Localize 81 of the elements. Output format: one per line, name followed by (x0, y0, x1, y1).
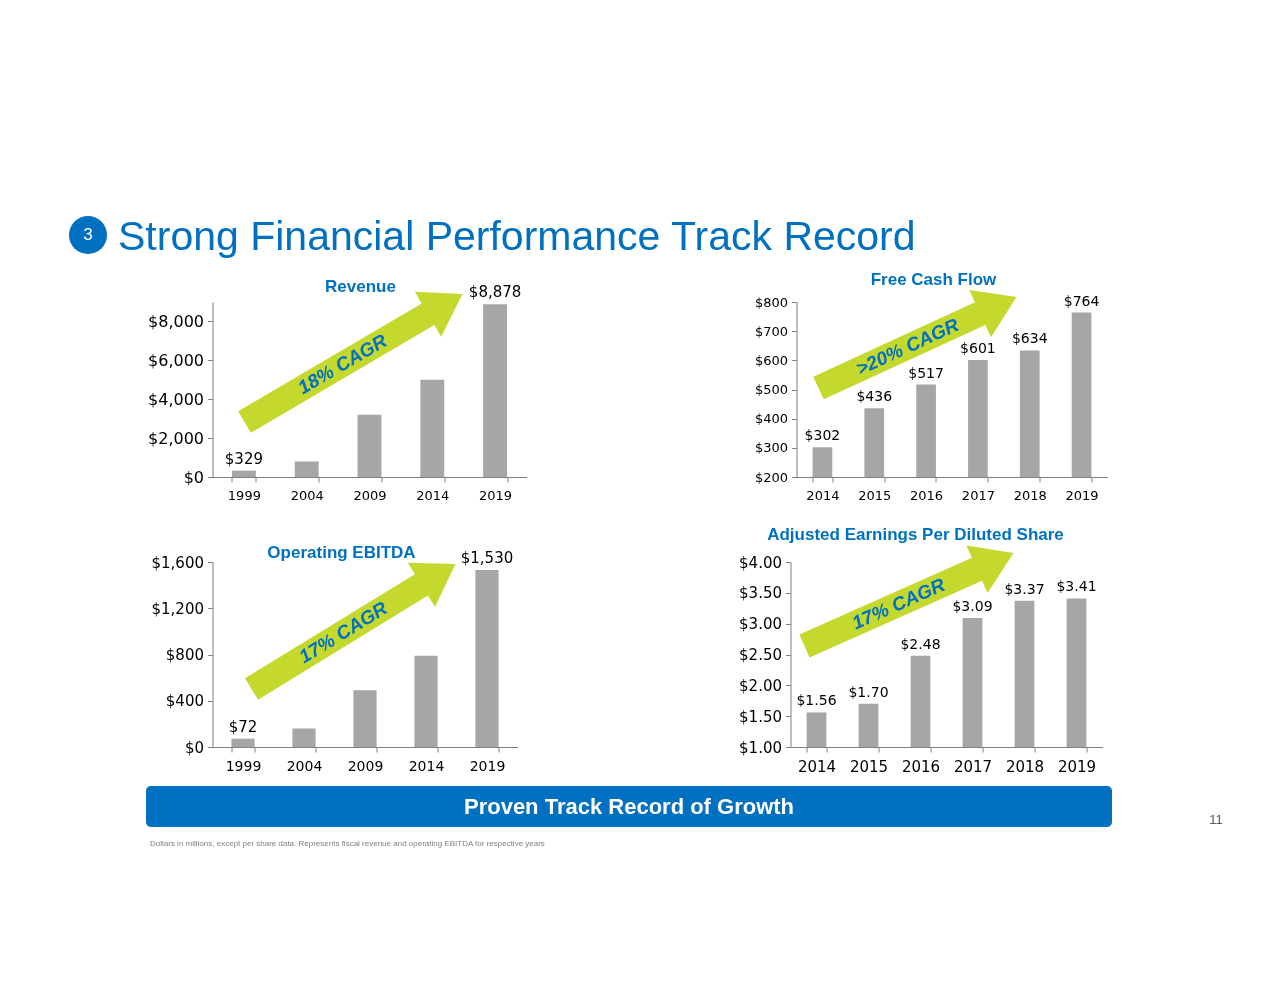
data-label: $436 (856, 388, 893, 405)
x-tick-label: 2004 (290, 487, 324, 503)
y-tick-label: $0 (183, 467, 204, 487)
y-tick-label: $300 (754, 440, 788, 456)
x-tick-label: 2019 (1057, 757, 1097, 776)
data-label: $3.37 (1004, 580, 1045, 597)
x-tick-label: 2014 (408, 757, 445, 774)
data-label: $302 (804, 427, 841, 444)
x-tick-label: 2015 (849, 757, 889, 776)
x-tick-label: 2017 (961, 487, 995, 503)
x-tick-label: 2019 (1065, 487, 1099, 503)
y-tick-label: $8,000 (148, 311, 204, 331)
x-tick-label: 2014 (797, 757, 837, 776)
text: 3 (83, 225, 93, 244)
x-tick-label: 1999 (225, 757, 262, 774)
data-label: $3.09 (952, 598, 993, 615)
bar (353, 690, 377, 747)
bar (292, 728, 316, 747)
y-tick-label: $3.00 (739, 615, 782, 634)
data-label: $764 (1063, 292, 1100, 309)
x-tick-label: 2009 (347, 757, 384, 774)
y-tick-label: $4,000 (148, 389, 204, 409)
chart-title: Adjusted Earnings Per Diluted Share (767, 525, 1064, 544)
y-tick-label: $600 (754, 352, 788, 368)
bar (294, 461, 319, 477)
y-tick-label: $400 (754, 411, 788, 427)
y-tick-label: $500 (754, 382, 788, 397)
chart-title: Operating EBITDA (267, 543, 416, 562)
text: Dollars in millions, except per share data. Represents fiscal revenue and operating EBITDA for respective years (150, 839, 545, 848)
data-label: $329 (224, 449, 263, 468)
bar (414, 655, 438, 747)
x-tick-label: 2018 (1013, 487, 1047, 503)
x-tick-label: 2015 (858, 487, 892, 503)
y-tick-label: $1,600 (151, 553, 204, 572)
y-tick-label: $0 (184, 738, 204, 757)
x-tick-label: 2019 (469, 757, 506, 774)
chart-title: Revenue (325, 277, 396, 296)
data-label: $634 (1011, 330, 1048, 347)
x-tick-label: 2014 (806, 487, 840, 503)
x-tick-label: 1999 (227, 487, 261, 503)
y-tick-label: $1.00 (739, 738, 782, 757)
bar (483, 304, 508, 477)
data-label: $72 (228, 717, 258, 736)
x-tick-label: 2018 (1005, 757, 1045, 776)
y-tick-label: $2.00 (739, 676, 782, 695)
y-tick-label: $400 (165, 692, 204, 711)
bar (475, 570, 499, 747)
text: 11 (1209, 812, 1223, 827)
text: Strong Financial Performance Track Record (118, 213, 916, 259)
y-tick-label: $800 (165, 646, 204, 664)
x-tick-label: 2004 (286, 757, 323, 774)
bar (357, 414, 382, 477)
x-tick-label: 2014 (416, 487, 450, 503)
x-tick-label: 2017 (953, 757, 993, 776)
y-tick-label: $1.50 (739, 707, 782, 726)
y-tick-label: $700 (754, 323, 788, 339)
data-label: $8,878 (468, 283, 522, 302)
data-label: $3.41 (1056, 578, 1097, 595)
x-tick-label: 2009 (353, 487, 387, 503)
y-tick-label: $4.00 (739, 553, 782, 572)
data-label: $1.70 (848, 683, 889, 700)
text: Proven Track Record of Growth (463, 793, 795, 819)
data-label: $1,530 (460, 549, 514, 568)
y-tick-label: $2,000 (148, 428, 204, 448)
bar (231, 470, 256, 477)
y-tick-label: $3.50 (739, 584, 782, 603)
data-label: $601 (960, 340, 996, 357)
y-tick-label: $6,000 (148, 350, 204, 370)
data-label: $2.48 (900, 635, 941, 652)
x-tick-label: 2016 (910, 487, 944, 503)
bar (420, 379, 445, 477)
y-tick-label: $200 (754, 469, 788, 485)
y-tick-label: $800 (754, 294, 788, 310)
data-label: $1.56 (796, 692, 837, 709)
y-tick-label: $1,200 (151, 599, 204, 618)
bar (231, 738, 255, 747)
y-tick-label: $2.50 (739, 646, 782, 664)
chart-title: Free Cash Flow (870, 270, 998, 289)
x-tick-label: 2019 (479, 487, 513, 503)
x-tick-label: 2016 (901, 757, 941, 776)
data-label: $517 (908, 364, 944, 381)
